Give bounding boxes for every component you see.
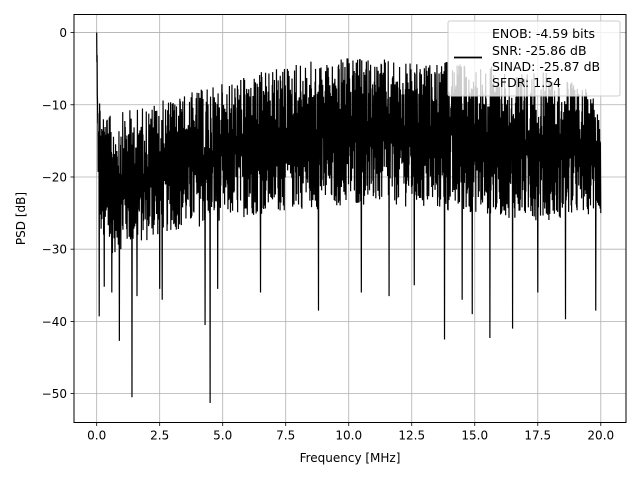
y-axis-label: PSD [dB] [14,192,28,245]
x-tick-label: 20.0 [587,429,614,443]
legend: ENOB: -4.59 bits SNR: -25.86 dB SINAD: -… [447,20,621,97]
y-tick-label: −30 [42,243,67,257]
x-tick-label: 10.0 [335,429,362,443]
legend-entry-snr: SNR: -25.86 dB [492,43,587,58]
y-tick-label: 0 [59,26,67,40]
x-tick-label: 17.5 [524,429,551,443]
x-tick-label: 7.5 [276,429,295,443]
legend-box [447,20,621,97]
y-tick-label: −20 [42,170,67,184]
y-tick-label: −40 [42,315,67,329]
x-tick-label: 5.0 [213,429,232,443]
y-tick-label: −10 [42,98,67,112]
x-tick-label: 12.5 [398,429,425,443]
legend-entry-sinad: SINAD: -25.87 dB [492,59,600,74]
plot-frame [73,14,627,423]
x-tick-label: 15.0 [461,429,488,443]
legend-entry-enob: ENOB: -4.59 bits [492,26,595,41]
y-tick-label: −50 [42,387,67,401]
x-tick-label: 2.5 [150,429,169,443]
axis-ticks: 0.0 2.5 5.0 7.5 10.0 12.5 15.0 17.5 20.0 0 −10 −20 −… [42,26,614,442]
x-axis-label: Frequency [MHz] [300,451,401,465]
x-tick-label: 0.0 [87,429,106,443]
legend-entry-sfdr: SFDR: 1.54 [492,75,561,90]
